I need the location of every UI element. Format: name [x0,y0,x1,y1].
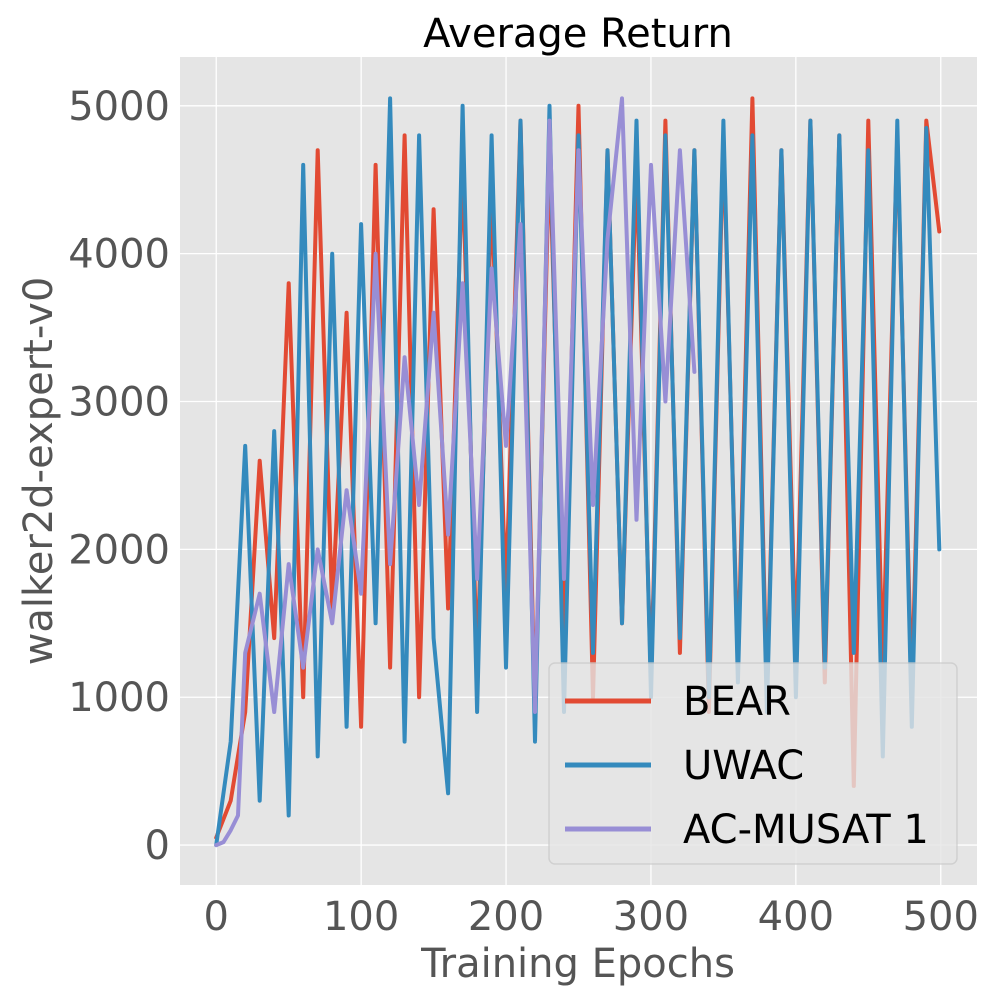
legend: BEAR UWAC AC-MUSAT 1 [548,662,958,865]
series-line-1 [214,96,942,848]
x-tick-label: 0 [204,894,229,940]
chart-title: Average Return [423,11,733,57]
y-tick-label: 1000 [68,675,170,721]
legend-label-1: UWAC [683,743,804,789]
x-axis-title: Training Epochs [420,941,735,987]
y-tick-label: 5000 [68,84,170,130]
y-tick-label: 0 [145,823,170,869]
legend-label-0: BEAR [683,679,791,725]
y-tick-label: 4000 [68,232,170,278]
y-axis-title: walker2d-expert-v0 [16,277,62,666]
legend-box [548,662,958,865]
series-line-2 [214,96,697,848]
series-lines [214,96,942,848]
y-tick-labels: 0 1000 2000 3000 4000 5000 [68,84,170,869]
y-tick-label: 3000 [68,380,170,426]
x-tick-labels: 0 100 200 300 400 500 [204,894,979,940]
x-tick-label: 400 [758,894,834,940]
legend-label-2: AC-MUSAT 1 [683,807,929,853]
y-tick-label: 2000 [68,527,170,573]
x-tick-label: 200 [468,894,544,940]
x-tick-label: 100 [323,894,399,940]
x-tick-label: 500 [903,894,979,940]
x-tick-label: 300 [613,894,689,940]
